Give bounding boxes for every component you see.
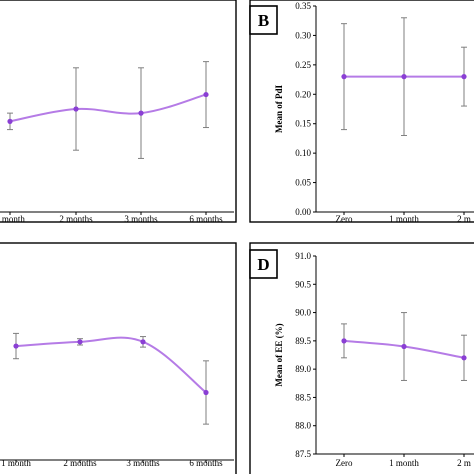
data-point: [401, 343, 407, 350]
x-tick-label: 3 months: [124, 214, 158, 224]
data-point: [461, 74, 467, 80]
x-tick-label: 1 month: [0, 214, 25, 224]
panel-frame: [0, 0, 237, 223]
y-tick-label: 0.30: [295, 30, 311, 40]
y-tick-label: 87.5: [295, 449, 311, 459]
panel-b: 0.00 0.05 0.10 0.15 0.20 0.25 0.30 0.35 Mean of …: [249, 0, 474, 224]
y-tick-label: 0.00: [295, 207, 311, 217]
panel-badge: [249, 249, 278, 279]
data-point: [77, 339, 83, 345]
data-point: [341, 74, 347, 80]
y-tick-label: 0.15: [295, 119, 311, 129]
y-axis-title: Mean of EE (%): [274, 323, 284, 386]
data-point: [13, 343, 19, 349]
data-point: [401, 74, 407, 80]
x-tick-label: 3 months: [126, 458, 160, 468]
panel-frame: [249, 0, 474, 223]
y-tick-label: 88.5: [295, 392, 311, 402]
x-tick-label: 1 month: [1, 458, 31, 468]
x-tick-label: 2 m: [457, 458, 471, 468]
y-tick-label: 90.5: [295, 279, 311, 289]
data-point: [203, 91, 209, 98]
panel-frame: [0, 242, 237, 474]
data-point: [138, 110, 144, 116]
x-tick-label: 2 months: [63, 458, 97, 468]
panel-d: 87.5 88.0 88.5 89.0 89.5 90.0 90.5 91.0 Mean of …: [249, 242, 474, 474]
y-tick-label: 89.0: [295, 364, 311, 374]
panel-a: 1 month 2 months 3 months 6 months: [0, 0, 237, 224]
y-tick-label: 0.20: [295, 89, 311, 99]
data-point: [73, 106, 79, 112]
panel-badge-label: D: [257, 255, 269, 274]
y-tick-label: 89.5: [295, 336, 311, 346]
y-tick-label: 0.05: [295, 178, 311, 188]
x-tick-label: Zero: [336, 214, 353, 224]
data-point: [203, 389, 209, 396]
y-tick-label: 90.0: [295, 308, 311, 318]
data-point: [341, 338, 347, 344]
x-tick-label: 1 month: [389, 458, 419, 468]
x-tick-label: 1 month: [389, 214, 419, 224]
y-tick-label: 0.25: [295, 60, 311, 70]
panel-frame: [249, 242, 474, 474]
panel-badge-label: B: [258, 11, 269, 30]
panel-badge: [249, 5, 278, 35]
y-axis-title: Mean of PdI: [274, 85, 284, 133]
y-tick-label: 88.0: [295, 421, 311, 431]
x-tick-label: 6 months: [189, 214, 223, 224]
y-tick-label: 0.35: [295, 1, 311, 11]
data-point: [7, 118, 13, 124]
panel-c: 1 month 2 months 3 months 6 months: [0, 242, 237, 474]
series-line: [15, 336, 207, 394]
x-tick-label: 2 m: [457, 214, 471, 224]
series-line: [9, 93, 207, 123]
x-tick-label: 2 months: [59, 214, 93, 224]
data-point: [461, 355, 467, 361]
x-tick-label: 6 months: [189, 458, 223, 468]
y-tick-label: 0.10: [295, 148, 311, 158]
x-tick-label: Zero: [336, 458, 353, 468]
y-tick-label: 91.0: [295, 251, 311, 261]
data-point: [140, 339, 146, 345]
